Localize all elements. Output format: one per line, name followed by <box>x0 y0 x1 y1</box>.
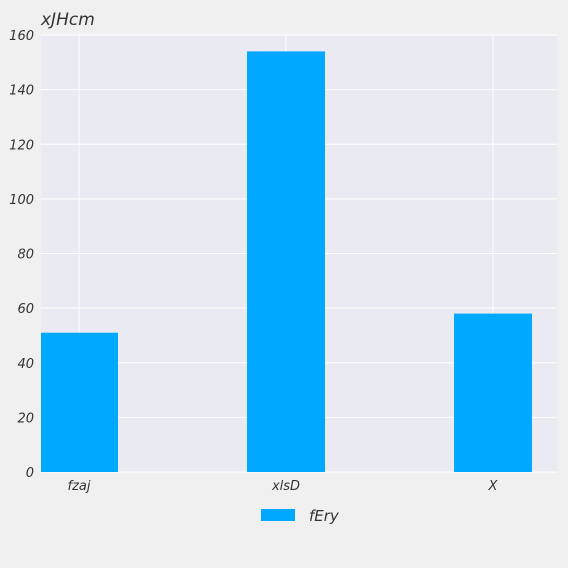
legend-swatch <box>261 509 295 521</box>
bar-X <box>454 313 532 472</box>
x-tick-label: X <box>488 479 499 494</box>
y-tick-label: 60 <box>17 302 34 317</box>
y-tick-label: 80 <box>17 248 34 263</box>
x-axis-ticks: fzaj xlsD X <box>68 479 499 494</box>
chart-title: xJHcm <box>40 10 95 30</box>
y-tick-label: 20 <box>17 411 34 426</box>
y-axis-ticks: 0 20 40 60 80 100 120 140 160 <box>9 29 34 481</box>
legend-label: fEry <box>309 507 340 525</box>
bar-xlsD <box>247 51 325 472</box>
y-tick-label: 100 <box>9 193 34 208</box>
x-tick-label: fzaj <box>68 479 91 494</box>
bar-fzaj <box>41 332 118 472</box>
y-tick-label: 0 <box>26 466 34 481</box>
y-tick-label: 160 <box>9 29 34 44</box>
x-tick-label: xlsD <box>271 479 300 494</box>
y-tick-label: 140 <box>9 84 34 99</box>
bars <box>41 51 532 472</box>
legend: fEry <box>261 507 340 525</box>
y-tick-label: 40 <box>17 357 34 372</box>
y-tick-label: 120 <box>9 138 34 153</box>
